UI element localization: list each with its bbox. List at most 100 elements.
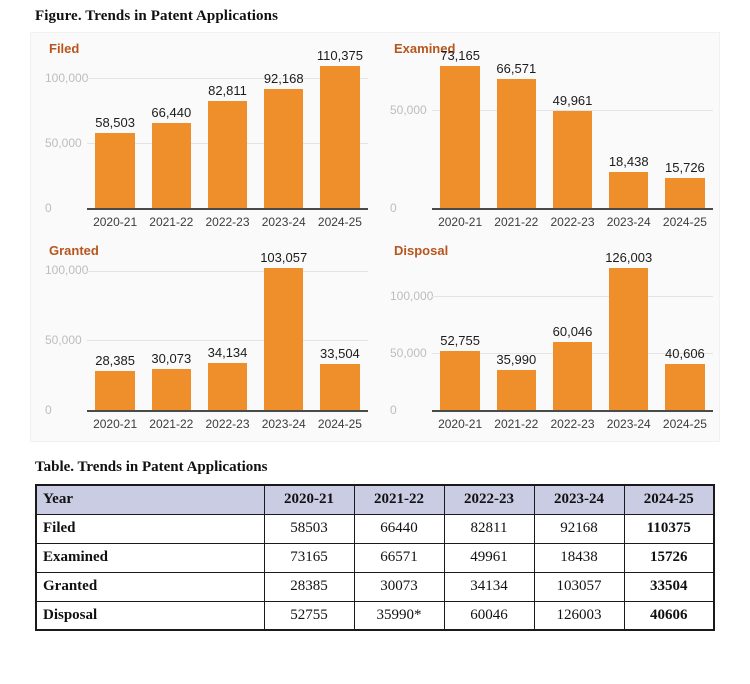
table-cell: 33504 bbox=[623, 571, 715, 602]
chart-body: 0 50,000 100,000 58,503 66,440 82,811 92,168 11… bbox=[39, 48, 368, 229]
x-tick-label: 2022-23 bbox=[205, 417, 250, 431]
patent-table: Year 2020-21 2021-22 2022-23 2023-24 2024-25 F… bbox=[35, 484, 715, 631]
bar-value-label: 82,811 bbox=[208, 83, 247, 99]
table-row: Disposal 52755 35990* 60046 126003 40606 bbox=[35, 600, 715, 631]
x-tick-label: 2024-25 bbox=[317, 215, 362, 229]
plot-column: 52,755 35,990 60,046 126,003 40,606 2020-21 20… bbox=[432, 250, 713, 431]
table-cell: 40606 bbox=[623, 600, 715, 631]
x-axis: 2020-21 2021-22 2022-23 2023-24 2024-25 bbox=[432, 215, 713, 229]
table-row-label: Filed bbox=[35, 513, 265, 544]
x-axis: 2020-21 2021-22 2022-23 2023-24 2024-25 bbox=[87, 417, 368, 431]
bar-value-label: 40,606 bbox=[665, 346, 705, 362]
bar-value-label: 30,073 bbox=[151, 350, 192, 366]
bar-slots: 58,503 66,440 82,811 92,168 110,375 bbox=[87, 48, 368, 208]
bar-slot: 126,003 bbox=[601, 250, 657, 410]
bar-value-label: 126,003 bbox=[605, 250, 653, 266]
bar bbox=[264, 268, 304, 410]
table-row-label: Granted bbox=[35, 571, 265, 602]
bar-value-label: 58,503 bbox=[95, 114, 135, 130]
bar bbox=[320, 65, 360, 208]
bar-slot: 35,990 bbox=[488, 262, 544, 410]
table-cell: 52755 bbox=[263, 600, 355, 631]
table-cell: 58503 bbox=[263, 513, 355, 544]
bar-value-label: 110,375 bbox=[316, 47, 363, 63]
bar-slot: 30,073 bbox=[143, 262, 199, 410]
bar-value-label: 66,440 bbox=[151, 104, 192, 120]
y-tick-label: 50,000 bbox=[45, 135, 82, 150]
x-tick-label: 2024-25 bbox=[317, 417, 362, 431]
x-tick-label: 2020-21 bbox=[93, 215, 138, 229]
x-tick-label: 2022-23 bbox=[550, 215, 595, 229]
bar-slot: 66,571 bbox=[488, 60, 544, 208]
plot-area: 28,385 30,073 34,134 103,057 33,504 bbox=[87, 250, 368, 412]
bar-slot: 92,168 bbox=[256, 60, 312, 208]
bar-slot: 66,440 bbox=[143, 60, 199, 208]
bar bbox=[264, 89, 304, 208]
table-cell: 92168 bbox=[533, 513, 625, 544]
table-cell: 73165 bbox=[263, 542, 355, 573]
table-cell: 35990* bbox=[353, 600, 445, 631]
gridline bbox=[87, 271, 368, 273]
table-row: Granted 28385 30073 34134 103057 33504 bbox=[35, 571, 715, 602]
chart-disposal: Disposal 0 50,000 100,000 52,755 35,990 60,046… bbox=[384, 241, 713, 431]
table-header-cell: 2023-24 bbox=[533, 484, 625, 515]
bar-value-label: 49,961 bbox=[552, 93, 593, 109]
x-tick-label: 2020-21 bbox=[93, 417, 138, 431]
chart-title: Filed bbox=[49, 41, 80, 56]
bar bbox=[665, 364, 705, 410]
bar bbox=[440, 350, 480, 410]
bar bbox=[151, 122, 191, 208]
bar bbox=[496, 369, 536, 410]
table-cell: 60046 bbox=[443, 600, 535, 631]
page: Figure. Trends in Patent Applications Fi… bbox=[0, 8, 750, 631]
bar bbox=[151, 368, 191, 410]
y-tick-label: 50,000 bbox=[45, 333, 82, 348]
bar-slot: 103,057 bbox=[256, 250, 312, 410]
bar-slot: 18,438 bbox=[601, 60, 657, 208]
table-row: Filed 58503 66440 82811 92168 110375 bbox=[35, 513, 715, 544]
chart-title: Granted bbox=[49, 243, 99, 258]
x-tick-label: 2021-22 bbox=[494, 417, 539, 431]
y-tick-label: 0 bbox=[390, 403, 397, 417]
bar-value-label: 92,168 bbox=[263, 71, 304, 87]
table-cell: 110375 bbox=[623, 513, 715, 544]
x-tick-label: 2024-25 bbox=[662, 215, 707, 229]
bar-slot: 49,961 bbox=[544, 60, 600, 208]
bar bbox=[665, 177, 705, 208]
chart-body: 0 50,000 73,165 66,571 49,961 18,438 15,726 202… bbox=[384, 48, 713, 229]
x-tick-label: 2020-21 bbox=[438, 417, 483, 431]
gridline bbox=[432, 110, 713, 112]
bar bbox=[496, 79, 536, 208]
bar-slots: 28,385 30,073 34,134 103,057 33,504 bbox=[87, 250, 368, 410]
chart-filed: Filed 0 50,000 100,000 58,503 66,440 82,811 92,… bbox=[39, 39, 368, 229]
bar-slot: 58,503 bbox=[87, 60, 143, 208]
bar-value-label: 15,726 bbox=[665, 159, 705, 175]
table-cell: 66571 bbox=[353, 542, 445, 573]
bar-value-label: 66,571 bbox=[496, 61, 537, 77]
bar-slot: 34,134 bbox=[199, 262, 255, 410]
table-cell: 28385 bbox=[263, 571, 355, 602]
bar bbox=[552, 111, 593, 208]
bar-slots: 73,165 66,571 49,961 18,438 15,726 bbox=[432, 48, 713, 208]
table-header-cell: 2022-23 bbox=[443, 484, 535, 515]
y-tick-label: 100,000 bbox=[390, 288, 434, 303]
bar bbox=[440, 66, 480, 208]
x-tick-label: 2021-22 bbox=[149, 215, 194, 229]
bar-value-label: 28,385 bbox=[95, 352, 135, 368]
plot-area: 52,755 35,990 60,046 126,003 40,606 bbox=[432, 250, 713, 412]
bar bbox=[95, 370, 135, 410]
table-header-cell: 2020-21 bbox=[263, 484, 355, 515]
x-tick-label: 2024-25 bbox=[662, 417, 707, 431]
bar-value-label: 60,046 bbox=[552, 324, 593, 340]
table-header-cell: 2024-25 bbox=[623, 484, 715, 515]
bar-slots: 52,755 35,990 60,046 126,003 40,606 bbox=[432, 250, 713, 410]
plot-column: 73,165 66,571 49,961 18,438 15,726 2020-21 202… bbox=[432, 48, 713, 229]
table-row-label: Disposal bbox=[35, 600, 265, 631]
bar-slot: 28,385 bbox=[87, 262, 143, 410]
bar-slot: 52,755 bbox=[432, 262, 488, 410]
bar-value-label: 35,990 bbox=[496, 351, 537, 367]
bar bbox=[207, 101, 248, 208]
y-tick-label: 100,000 bbox=[45, 70, 89, 85]
gridline bbox=[432, 296, 713, 298]
x-tick-label: 2022-23 bbox=[550, 417, 595, 431]
